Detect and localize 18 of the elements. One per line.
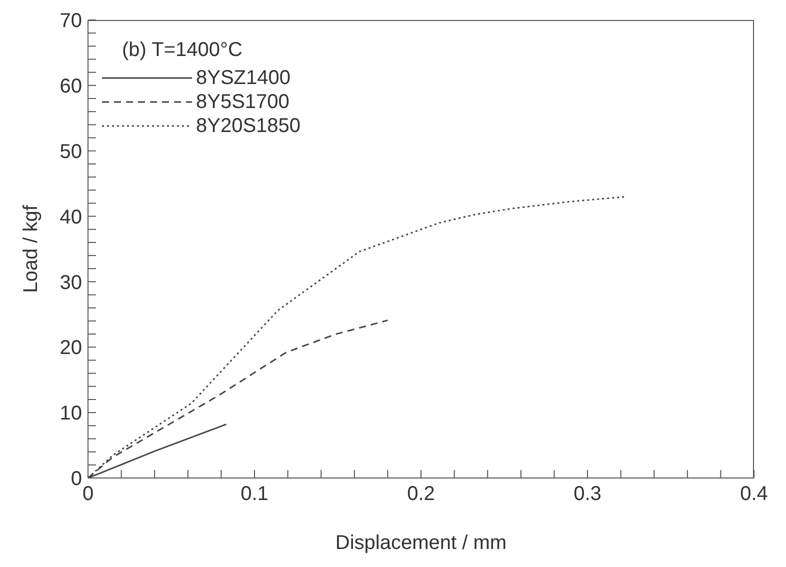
y-tick-label: 70 bbox=[60, 10, 82, 32]
legend-label: 8Y20S1850 bbox=[196, 114, 301, 138]
y-tick-label: 60 bbox=[60, 76, 82, 98]
legend-label: 8YSZ1400 bbox=[196, 66, 291, 90]
y-tick-label: 50 bbox=[60, 140, 82, 163]
legend-label: 8Y5S1700 bbox=[196, 90, 290, 114]
x-tick-label: 0.4 bbox=[740, 483, 768, 506]
x-tick-label: 0.1 bbox=[240, 483, 268, 506]
annotation: (b) T=1400°C bbox=[121, 38, 244, 62]
y-tick-label: 20 bbox=[60, 337, 82, 360]
y-tick-label: 10 bbox=[60, 402, 82, 425]
x-axis-title: Displacement / mm bbox=[335, 532, 507, 554]
y-tick-label: 30 bbox=[60, 272, 82, 294]
y-tick-label: 0 bbox=[70, 468, 82, 490]
x-tick-label: 0.2 bbox=[407, 483, 435, 506]
y-axis-title: Load / kgf bbox=[20, 204, 42, 293]
y-tick-label: 40 bbox=[60, 206, 82, 228]
x-tick-label: 0.3 bbox=[574, 483, 602, 506]
